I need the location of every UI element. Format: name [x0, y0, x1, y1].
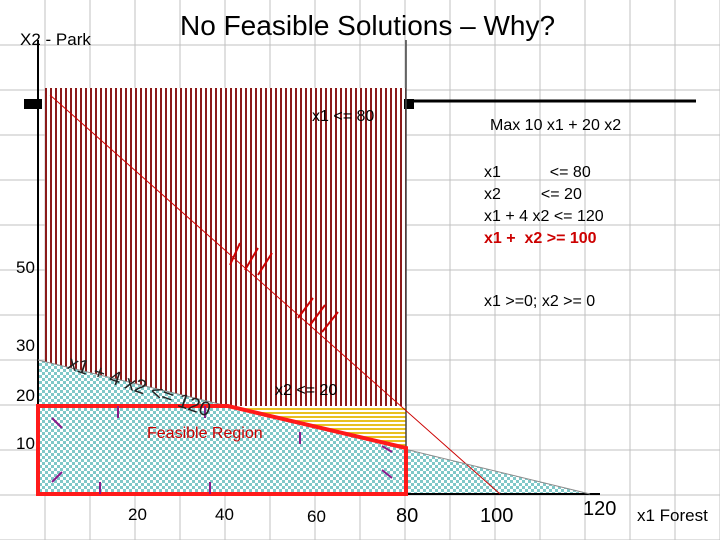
x-tick-80: 80: [396, 505, 419, 527]
nonnegativity-text: x1 >=0; x2 >= 0: [484, 293, 596, 310]
x-tick-40: 40: [215, 505, 234, 524]
y-tick-10: 10: [16, 434, 35, 453]
ge-100-arrows: [229, 242, 339, 333]
x1-le-80-label: x1 <= 80: [312, 108, 375, 125]
x-tick-20: 20: [128, 505, 147, 524]
x1-plus-x2-ge-100-line: [49, 94, 501, 495]
y-tick-30: 30: [16, 336, 35, 355]
top-bar-mid: [404, 99, 414, 109]
constraint-3: x1 + 4 x2 <= 120: [484, 208, 604, 225]
constraint-4: x1 + x2 >= 100: [484, 230, 597, 247]
constraint-2: x2 <= 20: [484, 186, 582, 203]
x-tick-60: 60: [307, 507, 326, 526]
x-axis-label: x1 Forest: [637, 506, 708, 525]
feasible-arrows: [51, 406, 393, 494]
constraint-1: x1 <= 80: [484, 164, 591, 181]
page-title: No Feasible Solutions – Why?: [180, 10, 556, 41]
feasible-region-outline: [36, 404, 408, 496]
x-tick-100: 100: [480, 505, 514, 527]
y-tick-50: 50: [16, 258, 35, 277]
feasible-region-label: Feasible Region: [147, 425, 263, 442]
y-axis-label: X2 - Park: [20, 30, 91, 49]
x-tick-120: 120: [583, 498, 617, 520]
x1-le-80-hatched-area: [45, 88, 406, 406]
y-tick-20: 20: [16, 386, 35, 405]
x2-le-20-label: x2 <= 20: [275, 382, 338, 399]
top-bar-left: [24, 99, 42, 109]
objective-text: Max 10 x1 + 20 x2: [490, 117, 622, 134]
